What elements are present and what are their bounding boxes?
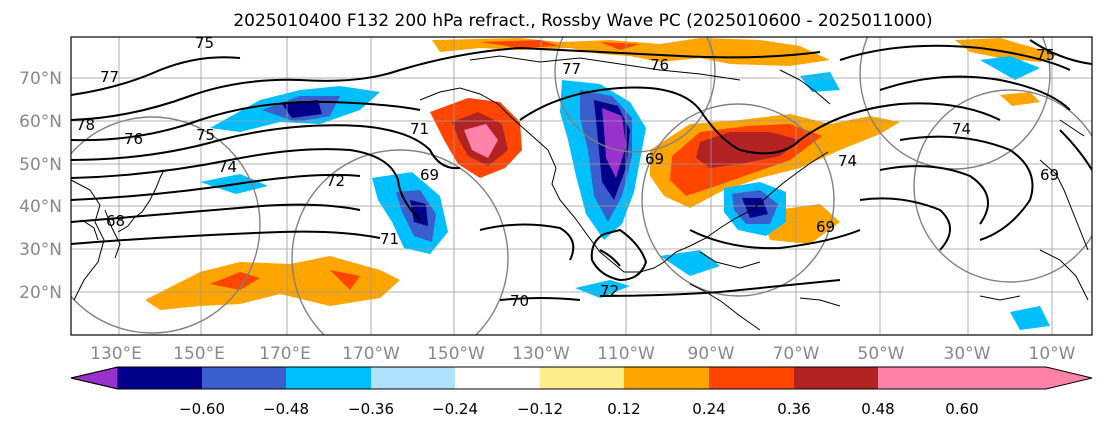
colorbar-segment [118, 367, 202, 389]
refractive-index-contours [71, 39, 1092, 301]
colorbar-ticks: −0.60 −0.48 −0.36 −0.24 −0.12 0.12 0.24 … [179, 400, 979, 418]
colorbar: −0.60 −0.48 −0.36 −0.24 −0.12 0.12 0.24 … [70, 366, 1093, 418]
map-frame [70, 36, 1093, 336]
latitude-axis: 70°N 60°N 50°N 40°N 30°N 20°N [19, 69, 62, 303]
contour-label: 76 [124, 130, 143, 148]
colorbar-outline [70, 366, 1093, 390]
map-title: 2025010400 F132 200 hPa refract., Rossby… [233, 11, 932, 31]
colorbar-tick: −0.48 [263, 400, 309, 418]
map-grid [71, 37, 1092, 335]
contour-label: 69 [1040, 166, 1059, 184]
colorbar-tick: 0.36 [777, 400, 810, 418]
contour-label: 71 [410, 120, 429, 138]
colorbar-segment [540, 367, 624, 389]
lon-label: 150°E [173, 344, 225, 364]
contour-label: 72 [600, 282, 619, 300]
contour-label: 70 [510, 292, 529, 310]
contour-label: 75 [196, 126, 215, 144]
colorbar-tick: −0.36 [348, 400, 394, 418]
wave-packet-circles [71, 37, 1092, 335]
contour-label: 69 [816, 218, 835, 236]
lon-label: 50°W [858, 344, 905, 364]
contour-label: 68 [106, 212, 125, 230]
colorbar-tick: 0.60 [945, 400, 978, 418]
longitude-axis: 130°E 150°E 170°E 170°W 150°W 130°W 110°… [90, 344, 1076, 364]
lat-label: 60°N [19, 112, 62, 132]
colorbar-segment [202, 367, 286, 389]
colorbar-segment [878, 367, 962, 389]
colorbar-tick: 0.12 [607, 400, 640, 418]
lon-label: 90°W [688, 344, 735, 364]
lon-label: 150°W [427, 344, 485, 364]
colorbar-extend-low [70, 366, 119, 390]
contour-label: 75 [1036, 46, 1055, 64]
colorbar-extend-high [962, 367, 1092, 389]
contour-label: 76 [650, 56, 669, 74]
lon-label: 30°W [944, 344, 991, 364]
lon-label: 170°E [259, 344, 311, 364]
contour-label: 78 [76, 116, 95, 134]
lon-label: 130°W [512, 344, 570, 364]
colorbar-segment [286, 367, 371, 389]
coastlines [71, 55, 1089, 331]
contour-label: 77 [562, 60, 581, 78]
colorbar-tick: 0.24 [692, 400, 725, 418]
lat-label: 70°N [19, 69, 62, 89]
colorbar-segment [371, 367, 455, 389]
colorbar-tick: −0.60 [179, 400, 225, 418]
lat-label: 20°N [19, 283, 62, 303]
anomaly-shading [145, 38, 1060, 330]
colorbar-segment [624, 367, 709, 389]
lat-label: 30°N [19, 240, 62, 260]
colorbar-tick: 0.48 [861, 400, 894, 418]
colorbar-tick: −0.24 [432, 400, 478, 418]
contour-label: 74 [218, 158, 237, 176]
lon-label: 10°W [1029, 344, 1076, 364]
lat-label: 40°N [19, 197, 62, 217]
colorbar-segment [794, 367, 878, 389]
colorbar-segment [709, 367, 794, 389]
contour-label: 69 [420, 166, 439, 184]
lon-label: 70°W [773, 344, 820, 364]
lon-label: 110°W [597, 344, 655, 364]
contour-label: 71 [380, 230, 399, 248]
contour-label: 75 [195, 34, 214, 52]
colorbar-tick: −0.12 [517, 400, 563, 418]
lat-label: 50°N [19, 155, 62, 175]
contour-label: 72 [326, 172, 345, 190]
map-panel: 75 77 78 76 75 74 71 69 72 77 76 69 68 6… [70, 34, 1093, 336]
lon-label: 170°W [342, 344, 400, 364]
colorbar-segment [455, 367, 540, 389]
contour-label: 74 [838, 152, 857, 170]
contour-labels: 75 77 78 76 75 74 71 69 72 77 76 69 68 6… [76, 34, 1059, 310]
contour-label: 74 [952, 120, 971, 138]
contour-label: 77 [100, 68, 119, 86]
lon-label: 130°E [90, 344, 142, 364]
contour-label: 69 [645, 150, 664, 168]
